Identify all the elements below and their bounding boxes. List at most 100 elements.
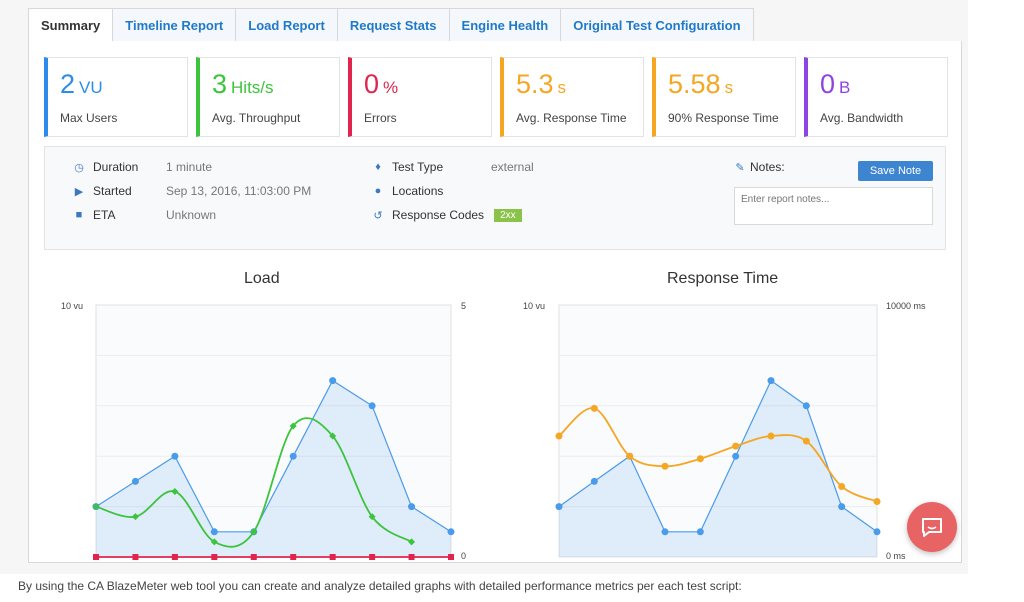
metric-value: 5.58 bbox=[668, 69, 721, 99]
report-notes-input[interactable] bbox=[734, 187, 933, 225]
clock-icon: ◷ bbox=[74, 161, 84, 174]
metric-value: 5.3 bbox=[516, 69, 554, 99]
load-series-2-point bbox=[329, 554, 336, 560]
response-time-series-0-point bbox=[732, 452, 740, 460]
load-series-2-point bbox=[250, 554, 257, 560]
load-series-2-point bbox=[448, 554, 454, 560]
metric-unit: % bbox=[383, 78, 399, 97]
metric-unit: B bbox=[839, 78, 851, 97]
load-series-1-point bbox=[92, 503, 100, 511]
response-time-series-0-point bbox=[873, 528, 881, 536]
response-time-series-0-point bbox=[767, 377, 775, 385]
tab-timeline-report[interactable]: Timeline Report bbox=[113, 8, 237, 42]
load-series-2-point bbox=[132, 554, 139, 560]
load-series-2-point bbox=[171, 554, 178, 560]
stop-icon: ■ bbox=[75, 209, 83, 221]
metric-errors: 0% Errors bbox=[348, 57, 492, 137]
response-time-series-1-point bbox=[873, 498, 881, 506]
load-series-1-point bbox=[368, 513, 376, 521]
response-time-series-0-line bbox=[558, 379, 878, 533]
history-icon: ↺ bbox=[373, 209, 383, 222]
test-type-value: external bbox=[491, 160, 534, 174]
duration-row: ◷ Duration bbox=[71, 158, 138, 176]
load-series-2-point bbox=[369, 554, 376, 560]
load-series-1-point bbox=[408, 538, 416, 546]
notes-label: Notes: bbox=[750, 160, 785, 174]
load-series-0-point bbox=[289, 452, 297, 460]
tab-engine-health[interactable]: Engine Health bbox=[449, 8, 562, 42]
load-series-1-point bbox=[171, 487, 179, 495]
test-type-label: Test Type bbox=[392, 160, 444, 174]
started-row: ▶ Started bbox=[71, 182, 132, 200]
response-codes-label: Response Codes bbox=[392, 208, 485, 222]
load-series-0-line bbox=[95, 379, 452, 533]
response-time-series-0-area bbox=[559, 380, 877, 557]
load-series-2-point bbox=[290, 554, 297, 560]
duration-label: Duration bbox=[93, 160, 139, 174]
notes-row: ✎ Notes: bbox=[734, 158, 785, 176]
load-series-1-point bbox=[210, 538, 218, 546]
tag-icon: ♦ bbox=[375, 161, 381, 173]
load-series-0-area bbox=[96, 380, 451, 557]
response-left-axis-top-label: 10 vu bbox=[523, 301, 546, 311]
metric-value: 2 bbox=[60, 69, 76, 99]
metric-avg-response-time: 5.3 s Avg. Response Time bbox=[500, 57, 644, 137]
tab-load-report[interactable]: Load Report bbox=[236, 8, 338, 42]
metric-label: Avg. Throughput bbox=[212, 111, 301, 125]
save-note-button[interactable]: Save Note bbox=[858, 161, 933, 181]
response-time-series-1-point bbox=[838, 482, 846, 490]
duration-value: 1 minute bbox=[166, 160, 213, 174]
tab-request-stats[interactable]: Request Stats bbox=[337, 8, 450, 42]
chat-launcher-button[interactable] bbox=[907, 502, 957, 552]
response-time-series-0-point bbox=[838, 503, 846, 511]
tab-original-test-configuration[interactable]: Original Test Configuration bbox=[561, 8, 754, 42]
response-right-axis-top-label: 10000 ms bbox=[886, 301, 926, 311]
load-series-0-point bbox=[368, 402, 376, 410]
load-right-axis-bottom-label: 0 bbox=[461, 551, 467, 561]
load-series-0-point bbox=[171, 452, 179, 460]
play-icon: ▶ bbox=[74, 185, 84, 198]
load-series-1-point bbox=[131, 513, 139, 521]
response-time-series-1-point bbox=[661, 462, 669, 470]
load-left-axis-top-label: 10 vu bbox=[61, 301, 84, 311]
response-time-series-1-point bbox=[626, 452, 634, 460]
metric-unit: Hits/s bbox=[231, 78, 274, 97]
load-series-0-point bbox=[447, 528, 455, 536]
response-time-series-1-point bbox=[802, 437, 810, 445]
metric-avg-throughput: 3 Hits/s Avg. Throughput bbox=[196, 57, 340, 137]
locations-row: ● Locations bbox=[370, 182, 444, 200]
metric-value: 3 bbox=[212, 69, 228, 99]
metric-label: Max Users bbox=[60, 111, 118, 125]
load-series-1-point bbox=[289, 422, 297, 430]
metric-unit: s bbox=[724, 78, 734, 97]
load-series-1-line bbox=[95, 417, 413, 548]
response-codes-row: ↺ Response Codes 2xx bbox=[370, 206, 522, 224]
metric-label: Avg. Response Time bbox=[516, 111, 627, 125]
tab-summary[interactable]: Summary bbox=[28, 8, 114, 42]
map-marker-icon: ● bbox=[374, 185, 382, 197]
response-time-series-0-point bbox=[555, 503, 563, 511]
load-series-2-point bbox=[211, 554, 218, 560]
response-time-series-0-point bbox=[802, 402, 810, 410]
eta-row: ■ ETA bbox=[71, 206, 116, 224]
response-time-chart-title: Response Time bbox=[667, 270, 779, 287]
response-right-axis-bottom-label: 0 ms bbox=[886, 551, 906, 561]
load-plot-area bbox=[95, 304, 452, 558]
metric-value: 0 bbox=[820, 69, 836, 99]
response-time-chart bbox=[555, 304, 881, 558]
load-series-0-point bbox=[131, 477, 139, 485]
load-series-2-point bbox=[408, 554, 415, 560]
response-time-series-0-point bbox=[590, 477, 598, 485]
load-series-0-point bbox=[210, 528, 218, 536]
load-series-0-point bbox=[329, 377, 337, 385]
response-time-series-1-point bbox=[732, 442, 740, 450]
summary-panel: 2 VU Max Users 3 Hits/s Avg. Throughput 0%… bbox=[28, 41, 962, 563]
metric-90-response-time: 5.58 s 90% Response Time bbox=[652, 57, 796, 137]
test-type-row: ♦ Test Type bbox=[370, 158, 443, 176]
test-info-panel: ◷ Duration 1 minute ▶ Started Sep 13, 20… bbox=[44, 146, 946, 250]
response-time-series-1-line bbox=[558, 407, 878, 503]
load-right-axis-top-label: 5 bbox=[461, 301, 467, 311]
response-time-series-1-point bbox=[555, 432, 563, 440]
metric-value: 0 bbox=[364, 69, 380, 99]
metric-unit: s bbox=[557, 78, 567, 97]
